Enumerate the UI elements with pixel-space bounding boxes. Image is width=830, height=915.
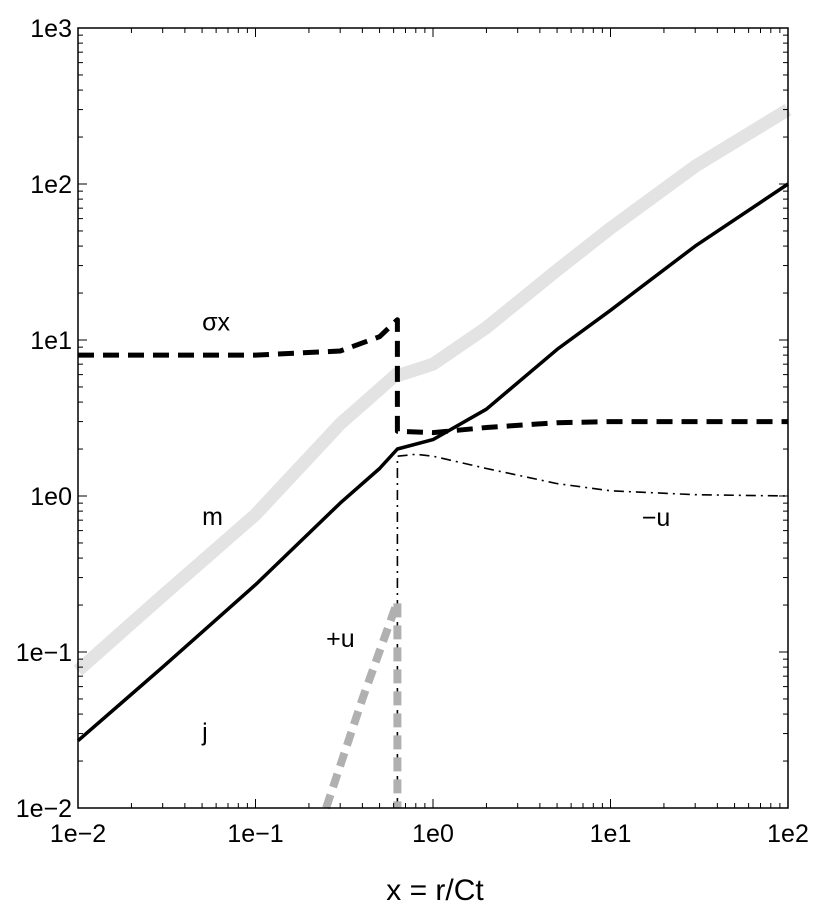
series-annotation: σx xyxy=(202,309,230,337)
series-annotation: +u xyxy=(326,625,355,653)
y-tick-label: 1e1 xyxy=(30,327,72,355)
plot-lines xyxy=(73,104,792,810)
x-tick-label: 1e−1 xyxy=(227,820,283,848)
y-tick-label: 1e0 xyxy=(30,483,72,511)
y-tick-label: 1e−1 xyxy=(16,639,72,667)
series-line-dashed-thick xyxy=(78,317,788,436)
y-tick-label: 1e3 xyxy=(30,15,72,43)
x-axis-title: x = r/Ct xyxy=(386,874,484,907)
y-tick-label: 1e2 xyxy=(30,171,72,199)
series-annotation: j xyxy=(201,719,208,747)
annotations: σx m j +u −u xyxy=(201,309,670,747)
x-tick-label: 1e−2 xyxy=(50,820,106,848)
x-tick-label: 1e1 xyxy=(590,820,632,848)
series-line-dotted-thick xyxy=(322,597,402,810)
series-line-solid-thick xyxy=(73,104,792,676)
plot-frame xyxy=(77,27,789,809)
tick-labels: 1e−2 1e−1 1e0 1e1 1e2 1e−2 1e−1 1e0 1e1 1e2 1e3 xyxy=(16,15,809,848)
x-tick-label: 1e2 xyxy=(767,820,809,848)
axis-ticks xyxy=(77,27,789,809)
series-line-dashdot xyxy=(396,453,789,808)
series-line-solid xyxy=(76,182,789,743)
series-annotation: −u xyxy=(642,504,671,532)
y-tick-label: 1e−2 xyxy=(16,795,72,823)
series-annotation: m xyxy=(202,503,223,531)
x-tick-label: 1e0 xyxy=(412,820,454,848)
